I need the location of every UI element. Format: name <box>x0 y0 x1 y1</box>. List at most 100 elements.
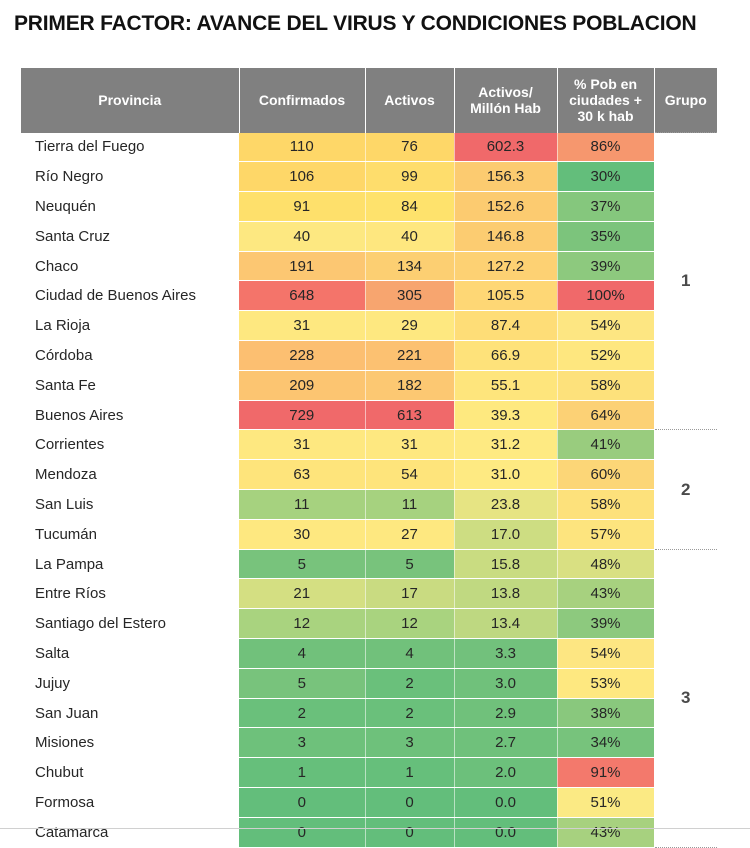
cell-activos: 182 <box>365 370 455 401</box>
cell-pob: 64% <box>557 400 655 431</box>
cell-confirmados: 5 <box>239 548 366 580</box>
cell-provincia: Salta <box>21 638 239 669</box>
cell-provincia: Córdoba <box>21 340 239 371</box>
cell-confirmados: 228 <box>239 340 366 371</box>
cell-pob: 54% <box>557 638 655 669</box>
cell-activos: 84 <box>365 191 455 222</box>
cell-pob: 100% <box>557 280 655 312</box>
cell-provincia: Santa Fe <box>21 370 239 401</box>
cell-pob: 86% <box>557 132 655 163</box>
cell-activos: 11 <box>365 489 455 520</box>
cell-activos-millon: 3.3 <box>454 638 558 669</box>
cell-confirmados: 11 <box>239 489 366 520</box>
cell-pob: 30% <box>557 161 655 193</box>
table-row: San Luis 11 11 23.8 58% <box>21 489 717 520</box>
cell-confirmados: 648 <box>239 280 366 312</box>
cell-provincia: La Pampa <box>21 548 239 580</box>
cell-confirmados: 106 <box>239 161 366 193</box>
table-row: Tierra del Fuego 110 76 602.3 86% 1 <box>21 131 717 431</box>
header-provincia: Provincia <box>21 68 240 133</box>
table-body: Tierra del Fuego 110 76 602.3 86% 1 Río Negro 1… <box>21 131 717 848</box>
cell-activos: 29 <box>365 310 455 342</box>
cell-activos: 4 <box>365 638 455 669</box>
cell-provincia: Entre Ríos <box>21 578 239 610</box>
cell-activos-millon: 0.0 <box>454 787 558 818</box>
cell-activos-millon: 15.8 <box>454 548 558 580</box>
cell-provincia: Neuquén <box>21 191 239 222</box>
header-row: Provincia Confirmados Activos Activos/ M… <box>21 68 717 133</box>
cell-confirmados: 91 <box>239 191 366 222</box>
cell-pob: 43% <box>557 578 655 610</box>
cell-pob: 39% <box>557 251 655 282</box>
cell-provincia: San Juan <box>21 698 239 729</box>
cell-activos-millon: 13.8 <box>454 578 558 610</box>
cell-activos-millon: 156.3 <box>454 161 558 193</box>
cell-provincia: Santiago del Estero <box>21 608 239 640</box>
cell-confirmados: 21 <box>239 578 366 610</box>
cell-activos-millon: 2.9 <box>454 698 558 729</box>
cell-activos: 76 <box>365 132 455 163</box>
cell-confirmados: 5 <box>239 668 366 699</box>
table-row: Misiones 3 3 2.7 34% <box>21 727 717 759</box>
cell-pob: 53% <box>557 668 655 699</box>
table-row: Salta 4 4 3.3 54% <box>21 638 717 669</box>
cell-activos-millon: 87.4 <box>454 310 558 342</box>
cell-activos: 31 <box>365 429 455 461</box>
cell-provincia: Formosa <box>21 787 239 818</box>
cell-provincia: La Rioja <box>21 310 239 342</box>
cell-activos: 0 <box>365 817 455 848</box>
cell-pob: 37% <box>557 191 655 222</box>
cell-activos: 54 <box>365 459 455 491</box>
cell-activos: 2 <box>365 668 455 699</box>
table-row: Santiago del Estero 12 12 13.4 39% <box>21 608 717 640</box>
cell-activos-millon: 105.5 <box>454 280 558 312</box>
cell-provincia: Ciudad de Buenos Aires <box>21 280 239 312</box>
cell-pob: 54% <box>557 310 655 342</box>
cell-provincia: Mendoza <box>21 459 239 491</box>
table-row: Chubut 1 1 2.0 91% <box>21 757 717 789</box>
table-row: Chaco 191 134 127.2 39% <box>21 251 717 282</box>
cell-confirmados: 30 <box>239 519 366 550</box>
cell-activos-millon: 23.8 <box>454 489 558 520</box>
cell-pob: 48% <box>557 548 655 580</box>
cell-provincia: Misiones <box>21 727 239 759</box>
cell-activos: 27 <box>365 519 455 550</box>
cell-pob: 60% <box>557 459 655 491</box>
header-grupo: Grupo <box>654 68 717 133</box>
table-row: Jujuy 5 2 3.0 53% <box>21 668 717 699</box>
cell-activos-millon: 152.6 <box>454 191 558 222</box>
cell-activos: 40 <box>365 221 455 252</box>
cell-pob: 57% <box>557 519 655 550</box>
cell-activos: 221 <box>365 340 455 371</box>
cell-confirmados: 4 <box>239 638 366 669</box>
cell-activos-millon: 17.0 <box>454 519 558 550</box>
data-table: Provincia Confirmados Activos Activos/ M… <box>21 68 717 848</box>
table-row: Catamarca 0 0 0.0 43% <box>21 817 717 848</box>
table-row: Santa Cruz 40 40 146.8 35% <box>21 221 717 252</box>
cell-provincia: Tucumán <box>21 519 239 550</box>
header-activos: Activos <box>365 68 455 133</box>
cell-activos: 0 <box>365 787 455 818</box>
table-row: San Juan 2 2 2.9 38% <box>21 698 717 729</box>
page-title: PRIMER FACTOR: AVANCE DEL VIRUS Y CONDIC… <box>14 12 697 35</box>
cell-confirmados: 0 <box>239 787 366 818</box>
cell-activos: 17 <box>365 578 455 610</box>
cell-activos-millon: 31.2 <box>454 429 558 461</box>
cell-pob: 41% <box>557 429 655 461</box>
header-activos-millon: Activos/ Millón Hab <box>454 68 558 133</box>
cell-activos-millon: 39.3 <box>454 400 558 431</box>
cell-provincia: Catamarca <box>21 817 239 848</box>
cell-activos: 2 <box>365 698 455 729</box>
cell-confirmados: 31 <box>239 429 366 461</box>
cell-confirmados: 209 <box>239 370 366 401</box>
table-row: Buenos Aires 729 613 39.3 64% <box>21 400 717 431</box>
cell-provincia: Santa Cruz <box>21 221 239 252</box>
table-row: Santa Fe 209 182 55.1 58% <box>21 370 717 401</box>
cell-grupo: 2 <box>654 429 717 550</box>
cell-pob: 35% <box>557 221 655 252</box>
table-row: Entre Ríos 21 17 13.8 43% <box>21 578 717 610</box>
cell-provincia: Chaco <box>21 251 239 282</box>
table-row: La Rioja 31 29 87.4 54% <box>21 310 717 342</box>
cell-activos-millon: 66.9 <box>454 340 558 371</box>
cell-pob: 51% <box>557 787 655 818</box>
